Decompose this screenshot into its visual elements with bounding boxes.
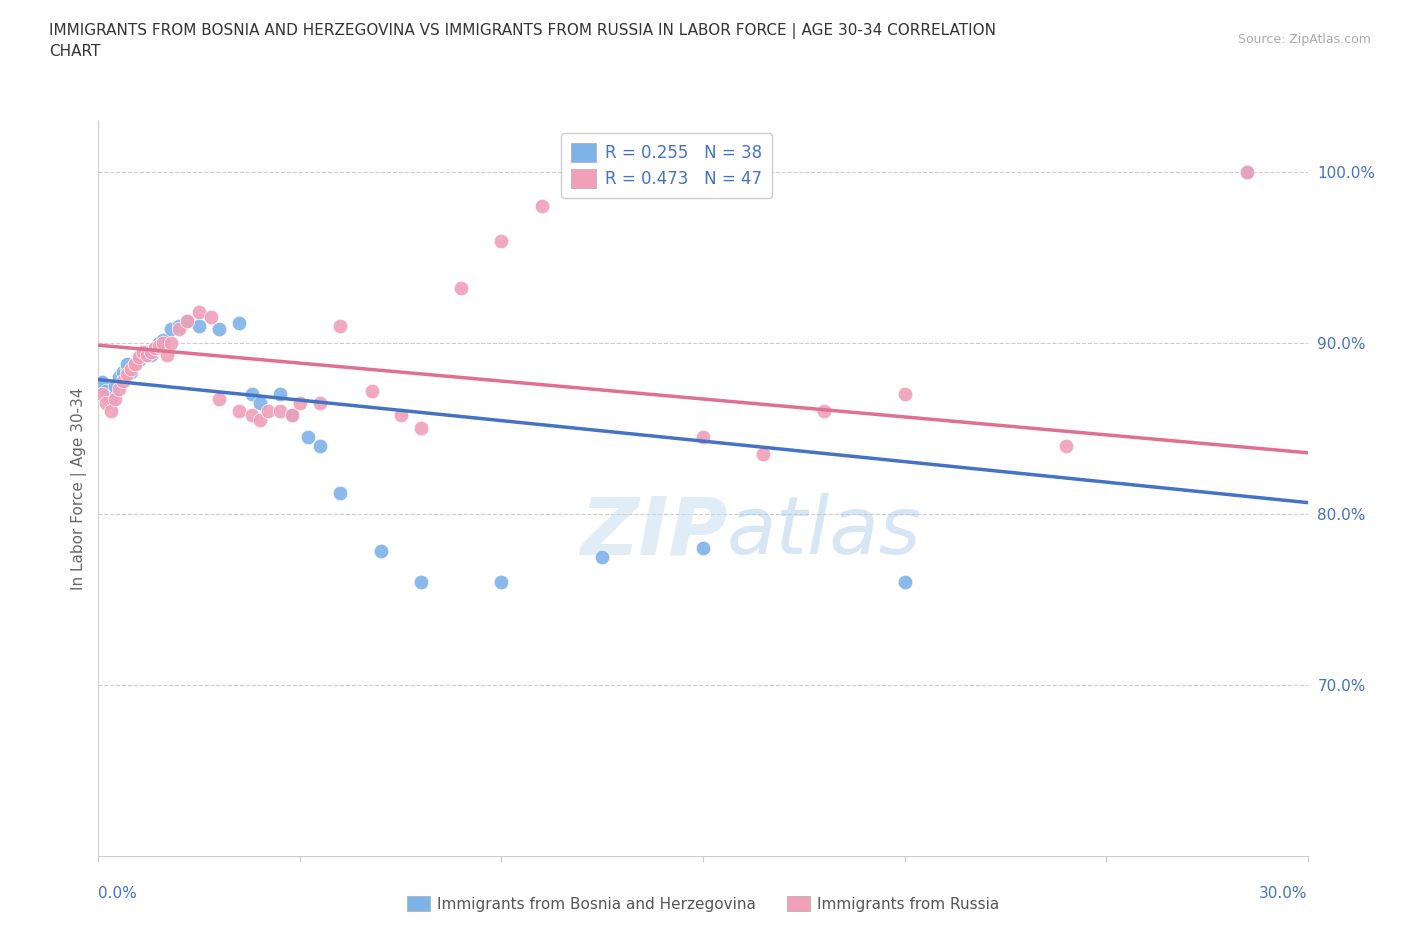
Point — [91, 375, 114, 390]
Point — [148, 336, 170, 351]
Text: ZIP: ZIP — [579, 493, 727, 571]
Point — [124, 358, 146, 373]
Point — [309, 395, 332, 410]
Point — [200, 310, 222, 325]
Point — [111, 365, 134, 379]
Point — [240, 407, 263, 422]
Point — [115, 361, 138, 376]
Point — [143, 340, 166, 355]
Point — [389, 407, 412, 422]
Point — [132, 348, 155, 363]
Point — [249, 395, 271, 410]
Point — [152, 336, 174, 351]
Point — [148, 339, 170, 354]
Point — [96, 383, 118, 398]
Legend: R = 0.255   N = 38, R = 0.473   N = 47: R = 0.255 N = 38, R = 0.473 N = 47 — [561, 133, 772, 198]
Text: 30.0%: 30.0% — [1260, 886, 1308, 901]
Point — [1236, 165, 1258, 179]
Point — [156, 348, 179, 363]
Point — [128, 352, 150, 367]
Point — [893, 575, 915, 590]
Point — [281, 407, 304, 422]
Point — [450, 281, 472, 296]
Point — [208, 322, 231, 337]
Point — [111, 373, 134, 388]
Point — [228, 315, 250, 330]
Text: atlas: atlas — [727, 493, 922, 571]
Point — [208, 392, 231, 406]
Point — [288, 395, 311, 410]
Point — [103, 392, 125, 406]
Text: 0.0%: 0.0% — [98, 886, 138, 901]
Point — [176, 313, 198, 328]
Point — [135, 344, 157, 359]
Point — [91, 387, 114, 402]
Point — [143, 340, 166, 355]
Point — [107, 381, 129, 396]
Point — [281, 407, 304, 422]
Point — [329, 486, 352, 501]
Point — [228, 404, 250, 418]
Point — [107, 370, 129, 385]
Point — [135, 348, 157, 363]
Point — [100, 391, 122, 405]
Point — [1054, 438, 1077, 453]
Point — [269, 404, 291, 418]
Point — [167, 318, 190, 333]
Point — [124, 356, 146, 371]
Point — [128, 350, 150, 365]
Y-axis label: In Labor Force | Age 30-34: In Labor Force | Age 30-34 — [72, 387, 87, 590]
Point — [612, 168, 634, 183]
Point — [409, 421, 432, 436]
Point — [409, 575, 432, 590]
Point — [329, 318, 352, 333]
Point — [96, 395, 118, 410]
Point — [100, 404, 122, 418]
Point — [361, 383, 384, 398]
Point — [160, 336, 183, 351]
Point — [893, 387, 915, 402]
Point — [167, 322, 190, 337]
Point — [124, 356, 146, 371]
Point — [752, 446, 775, 461]
Point — [176, 313, 198, 328]
Point — [530, 199, 553, 214]
Point — [1236, 165, 1258, 179]
Point — [115, 356, 138, 371]
Point — [139, 344, 162, 359]
Point — [240, 387, 263, 402]
Point — [491, 233, 513, 248]
Point — [249, 413, 271, 428]
Point — [188, 318, 211, 333]
Point — [256, 404, 278, 418]
Point — [297, 430, 319, 445]
Text: Source: ZipAtlas.com: Source: ZipAtlas.com — [1237, 33, 1371, 46]
Point — [120, 365, 142, 379]
Point — [692, 540, 714, 555]
Point — [692, 430, 714, 445]
Point — [491, 575, 513, 590]
Point — [103, 379, 125, 393]
Legend: Immigrants from Bosnia and Herzegovina, Immigrants from Russia: Immigrants from Bosnia and Herzegovina, … — [401, 889, 1005, 918]
Point — [813, 404, 835, 418]
Point — [188, 305, 211, 320]
Point — [132, 344, 155, 359]
Point — [370, 544, 392, 559]
Point — [115, 366, 138, 381]
Point — [269, 387, 291, 402]
Point — [152, 332, 174, 347]
Point — [120, 361, 142, 376]
Point — [571, 181, 593, 196]
Text: IMMIGRANTS FROM BOSNIA AND HERZEGOVINA VS IMMIGRANTS FROM RUSSIA IN LABOR FORCE : IMMIGRANTS FROM BOSNIA AND HERZEGOVINA V… — [49, 23, 997, 59]
Point — [160, 322, 183, 337]
Point — [139, 348, 162, 363]
Point — [591, 549, 613, 564]
Point — [309, 438, 332, 453]
